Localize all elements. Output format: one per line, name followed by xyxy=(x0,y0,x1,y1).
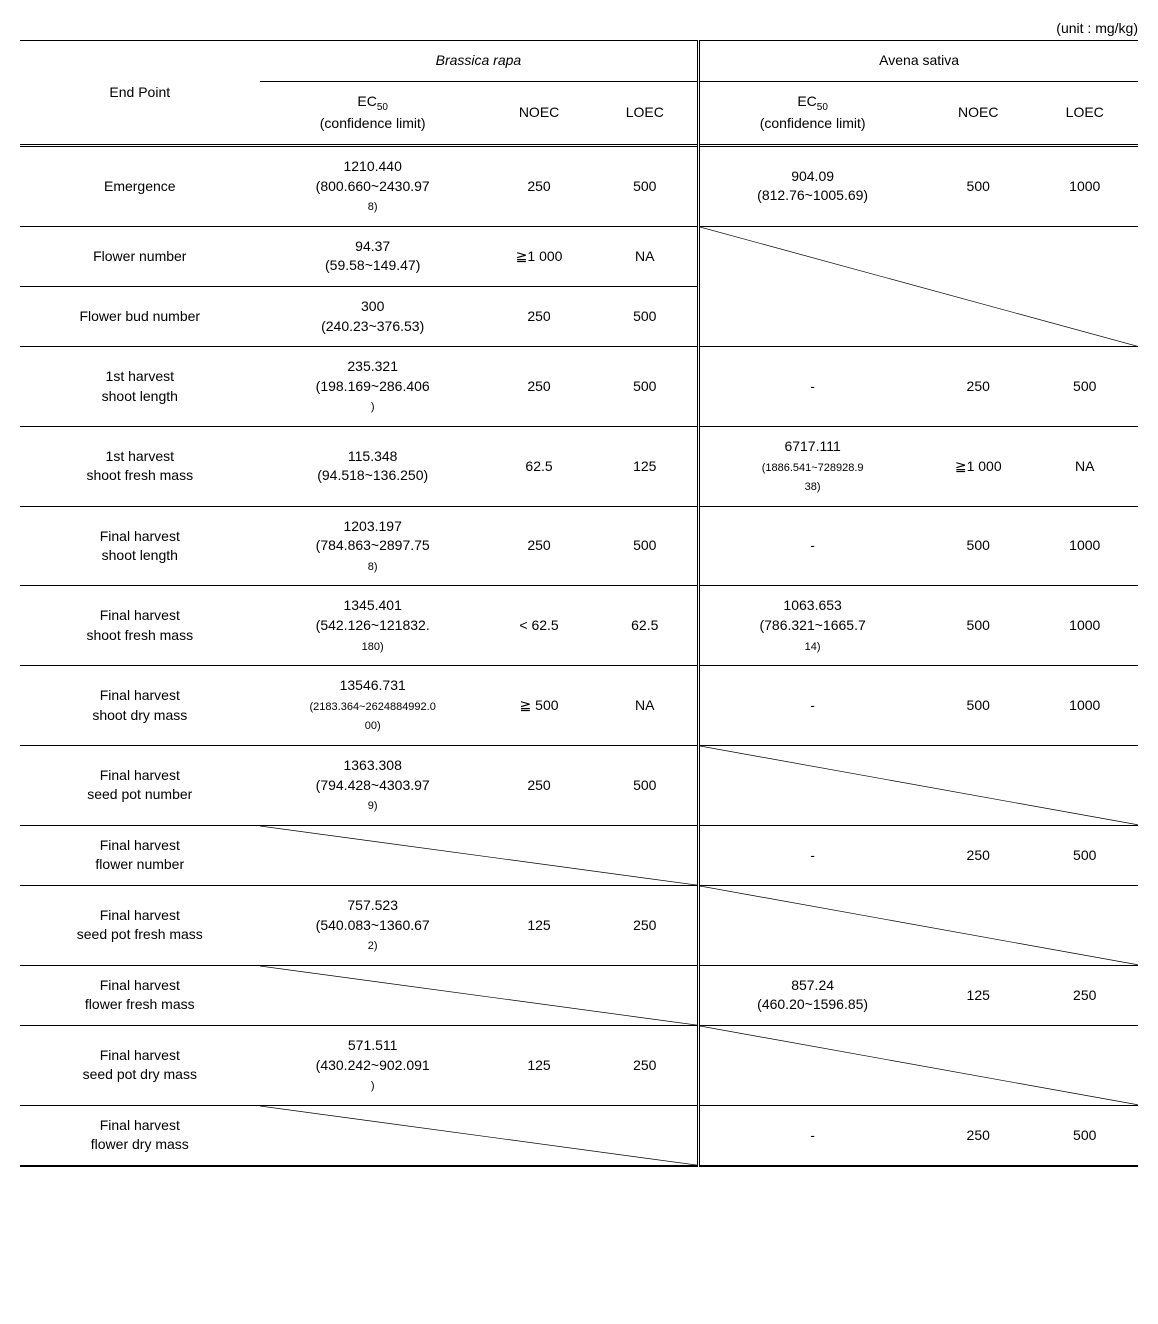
endpoint-cell: Emergence xyxy=(20,145,260,226)
endpoint-cell: 1st harvestshoot fresh mass xyxy=(20,426,260,506)
endpoint-cell: Final harvestflower number xyxy=(20,825,260,885)
ec-cell: - xyxy=(699,347,925,427)
ec-cell: 1203.197(784.863~2897.758) xyxy=(260,506,486,586)
col-header-loec: LOEC xyxy=(592,81,698,145)
ec-cell: 1210.440(800.660~2430.978) xyxy=(260,145,486,226)
na-diagonal-cell xyxy=(699,886,1138,966)
loec-cell: 500 xyxy=(1031,347,1138,427)
endpoint-cell: Final harvestshoot dry mass xyxy=(20,666,260,746)
loec-cell: 500 xyxy=(592,746,698,826)
noec-cell: ≧ 500 xyxy=(486,666,592,746)
loec-cell: 500 xyxy=(592,506,698,586)
na-diagonal-cell xyxy=(699,226,1138,346)
noec-cell: 500 xyxy=(925,666,1031,746)
loec-cell: 500 xyxy=(1031,1105,1138,1166)
col-header-noec: NOEC xyxy=(486,81,592,145)
endpoint-cell: 1st harvestshoot length xyxy=(20,347,260,427)
na-diagonal-cell xyxy=(260,825,699,885)
noec-cell: 250 xyxy=(486,286,592,346)
endpoint-cell: Final harvestshoot fresh mass xyxy=(20,586,260,666)
endpoint-cell: Final harvestseed pot fresh mass xyxy=(20,886,260,966)
noec-cell: 250 xyxy=(486,347,592,427)
col-header-species2: Avena sativa xyxy=(699,41,1138,82)
loec-cell: 500 xyxy=(592,286,698,346)
col-header-endpoint: End Point xyxy=(20,41,260,146)
loec-cell: 1000 xyxy=(1031,586,1138,666)
col-header-loec: LOEC xyxy=(1031,81,1138,145)
endpoint-cell: Final harvestflower fresh mass xyxy=(20,965,260,1025)
col-header-noec: NOEC xyxy=(925,81,1031,145)
ec-cell: 13546.731(2183.364~2624884992.000) xyxy=(260,666,486,746)
endpoint-cell: Flower number xyxy=(20,226,260,286)
loec-cell: 500 xyxy=(592,347,698,427)
ec-cell: 1363.308(794.428~4303.979) xyxy=(260,746,486,826)
loec-cell: 1000 xyxy=(1031,506,1138,586)
data-table: End Point Brassica rapa Avena sativa EC5… xyxy=(20,40,1138,1167)
noec-cell: 250 xyxy=(486,746,592,826)
ec-cell: 904.09(812.76~1005.69) xyxy=(699,145,925,226)
noec-cell: 500 xyxy=(925,506,1031,586)
loec-cell: 250 xyxy=(592,1025,698,1105)
noec-cell: 500 xyxy=(925,145,1031,226)
na-diagonal-cell xyxy=(699,746,1138,826)
ec-cell: - xyxy=(699,666,925,746)
na-diagonal-cell xyxy=(260,1105,699,1166)
ec-cell: - xyxy=(699,825,925,885)
loec-cell: 125 xyxy=(592,426,698,506)
endpoint-cell: Final harvestseed pot number xyxy=(20,746,260,826)
ec-cell: 1345.401(542.126~121832.180) xyxy=(260,586,486,666)
loec-cell: NA xyxy=(592,666,698,746)
loec-cell: 1000 xyxy=(1031,145,1138,226)
endpoint-cell: Final harvestflower dry mass xyxy=(20,1105,260,1166)
ec-cell: 235.321(198.169~286.406) xyxy=(260,347,486,427)
endpoint-cell: Final harvestseed pot dry mass xyxy=(20,1025,260,1105)
noec-cell: 125 xyxy=(925,965,1031,1025)
col-header-species1: Brassica rapa xyxy=(260,41,699,82)
ec-cell: 6717.111(1886.541~728928.938) xyxy=(699,426,925,506)
ec-cell: 757.523(540.083~1360.672) xyxy=(260,886,486,966)
loec-cell: 500 xyxy=(1031,825,1138,885)
endpoint-cell: Flower bud number xyxy=(20,286,260,346)
loec-cell: 500 xyxy=(592,145,698,226)
ec-cell: 857.24(460.20~1596.85) xyxy=(699,965,925,1025)
noec-cell: 500 xyxy=(925,586,1031,666)
loec-cell: 1000 xyxy=(1031,666,1138,746)
ec-cell: - xyxy=(699,1105,925,1166)
ec-cell: - xyxy=(699,506,925,586)
noec-cell: 250 xyxy=(925,347,1031,427)
loec-cell: 250 xyxy=(1031,965,1138,1025)
ec-cell: 300(240.23~376.53) xyxy=(260,286,486,346)
noec-cell: ≧1 000 xyxy=(925,426,1031,506)
loec-cell: 250 xyxy=(592,886,698,966)
noec-cell: 62.5 xyxy=(486,426,592,506)
noec-cell: 250 xyxy=(925,825,1031,885)
loec-cell: NA xyxy=(1031,426,1138,506)
noec-cell: 125 xyxy=(486,1025,592,1105)
ec-cell: 571.511(430.242~902.091) xyxy=(260,1025,486,1105)
noec-cell: 250 xyxy=(486,506,592,586)
noec-cell: < 62.5 xyxy=(486,586,592,666)
ec-cell: 1063.653(786.321~1665.714) xyxy=(699,586,925,666)
na-diagonal-cell xyxy=(260,965,699,1025)
unit-label: (unit : mg/kg) xyxy=(20,20,1138,36)
noec-cell: 250 xyxy=(925,1105,1031,1166)
noec-cell: 125 xyxy=(486,886,592,966)
na-diagonal-cell xyxy=(699,1025,1138,1105)
loec-cell: NA xyxy=(592,226,698,286)
col-header-ec50: EC50(confidence limit) xyxy=(260,81,486,145)
noec-cell: 250 xyxy=(486,145,592,226)
endpoint-cell: Final harvestshoot length xyxy=(20,506,260,586)
noec-cell: ≧1 000 xyxy=(486,226,592,286)
loec-cell: 62.5 xyxy=(592,586,698,666)
ec-cell: 115.348(94.518~136.250) xyxy=(260,426,486,506)
ec-cell: 94.37(59.58~149.47) xyxy=(260,226,486,286)
col-header-ec50: EC50(confidence limit) xyxy=(699,81,925,145)
